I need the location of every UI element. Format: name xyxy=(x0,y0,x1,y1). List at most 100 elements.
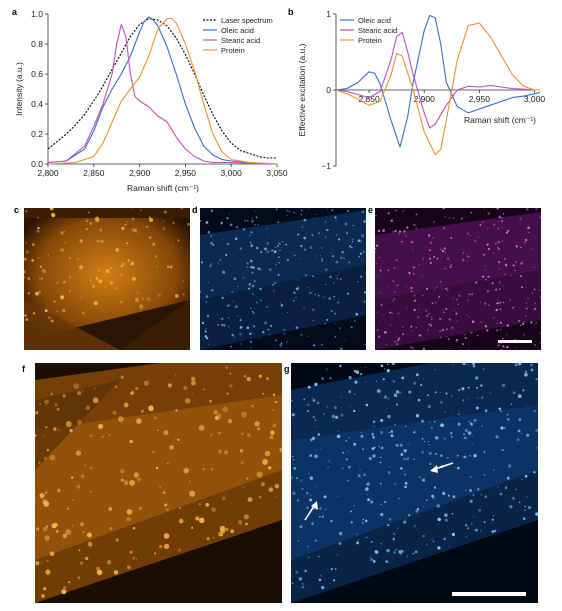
image-speckle xyxy=(98,279,103,284)
image-speckle xyxy=(415,227,418,230)
image-speckle xyxy=(422,347,425,350)
image-speckle xyxy=(355,312,359,316)
image-speckle xyxy=(416,508,420,511)
image-speckle xyxy=(204,330,207,333)
image-speckle xyxy=(89,279,92,282)
image-speckle xyxy=(392,380,396,383)
image-speckle xyxy=(333,295,336,298)
image-speckle xyxy=(497,298,499,300)
image-speckle xyxy=(280,342,283,344)
image-speckle xyxy=(279,302,282,304)
image-speckle xyxy=(149,217,154,222)
image-speckle xyxy=(177,438,180,442)
image-speckle xyxy=(358,539,360,541)
image-speckle xyxy=(526,208,529,211)
image-speckle xyxy=(523,320,525,322)
image-speckle xyxy=(334,336,337,338)
image-speckle xyxy=(310,494,312,496)
image-speckle xyxy=(269,333,271,336)
image-speckle xyxy=(315,213,317,215)
image-speckle xyxy=(474,282,476,284)
image-speckle xyxy=(468,316,470,318)
image-speckle xyxy=(515,245,518,248)
image-speckle xyxy=(526,433,530,437)
image-speckle xyxy=(451,513,454,515)
image-speckle xyxy=(324,236,327,238)
image-speckle xyxy=(252,325,256,328)
image-speckle xyxy=(251,311,254,313)
image-speckle xyxy=(411,290,413,292)
image-speckle xyxy=(502,301,505,304)
image-speckle xyxy=(236,226,239,229)
image-speckle xyxy=(412,553,414,555)
image-speckle xyxy=(319,506,322,510)
image-speckle xyxy=(109,281,114,285)
image-speckle xyxy=(167,462,169,465)
image-speckle xyxy=(137,291,139,294)
image-speckle xyxy=(346,450,348,452)
image-speckle xyxy=(503,427,506,430)
legend-label-b: Stearic acid xyxy=(358,26,397,35)
panel-label-d: d xyxy=(192,205,198,215)
image-speckle xyxy=(138,506,143,511)
y-tick-label-b: −1 xyxy=(321,161,331,171)
image-speckle xyxy=(331,252,333,254)
image-speckle xyxy=(304,569,307,573)
image-speckle xyxy=(365,366,366,368)
image-speckle xyxy=(380,487,382,489)
image-speckle xyxy=(118,416,124,422)
image-speckle xyxy=(336,275,339,277)
image-speckle xyxy=(353,369,357,373)
image-speckle xyxy=(120,469,125,474)
image-speckle xyxy=(172,442,175,444)
image-speckle xyxy=(403,230,406,233)
image-speckle xyxy=(461,387,465,391)
image-speckle xyxy=(336,434,341,439)
image-speckle xyxy=(295,296,297,299)
image-speckle xyxy=(246,326,250,330)
image-speckle xyxy=(504,346,505,347)
image-speckle xyxy=(446,257,450,260)
image-speckle xyxy=(523,517,526,520)
image-speckle xyxy=(398,391,402,394)
image-speckle xyxy=(205,295,209,298)
image-speckle xyxy=(385,343,388,346)
image-speckle xyxy=(468,293,471,296)
image-speckle xyxy=(357,281,359,283)
image-speckle xyxy=(106,560,112,565)
image-speckle xyxy=(335,234,338,236)
image-speckle xyxy=(495,302,498,304)
image-speckle xyxy=(283,332,286,335)
image-speckle xyxy=(49,551,55,557)
image-speckle xyxy=(80,296,83,299)
image-speckle xyxy=(205,328,207,330)
image-speckle xyxy=(535,512,538,516)
image-speckle xyxy=(539,296,541,298)
image-speckle xyxy=(354,393,356,395)
image-speckle xyxy=(44,399,49,405)
image-speckle xyxy=(472,442,473,444)
image-speckle xyxy=(498,268,501,270)
image-speckle xyxy=(372,435,375,439)
image-speckle xyxy=(350,406,351,408)
image-speckle xyxy=(415,213,418,216)
image-speckle xyxy=(241,411,247,418)
image-speckle xyxy=(348,261,351,264)
image-speckle xyxy=(142,297,144,300)
image-speckle xyxy=(240,523,242,525)
image-speckle xyxy=(402,210,404,212)
image-speckle xyxy=(92,397,99,404)
image-speckle xyxy=(449,431,453,435)
image-speckle xyxy=(73,383,79,389)
image-speckle xyxy=(362,448,365,451)
image-speckle xyxy=(501,429,504,431)
image-speckle xyxy=(315,485,317,487)
image-speckle xyxy=(374,550,379,554)
image-speckle xyxy=(293,291,296,294)
image-speckle xyxy=(330,519,333,523)
image-speckle xyxy=(163,210,167,214)
image-speckle xyxy=(292,269,294,271)
image-speckle xyxy=(326,318,329,321)
image-speckle xyxy=(314,539,318,542)
image-speckle xyxy=(303,236,307,240)
